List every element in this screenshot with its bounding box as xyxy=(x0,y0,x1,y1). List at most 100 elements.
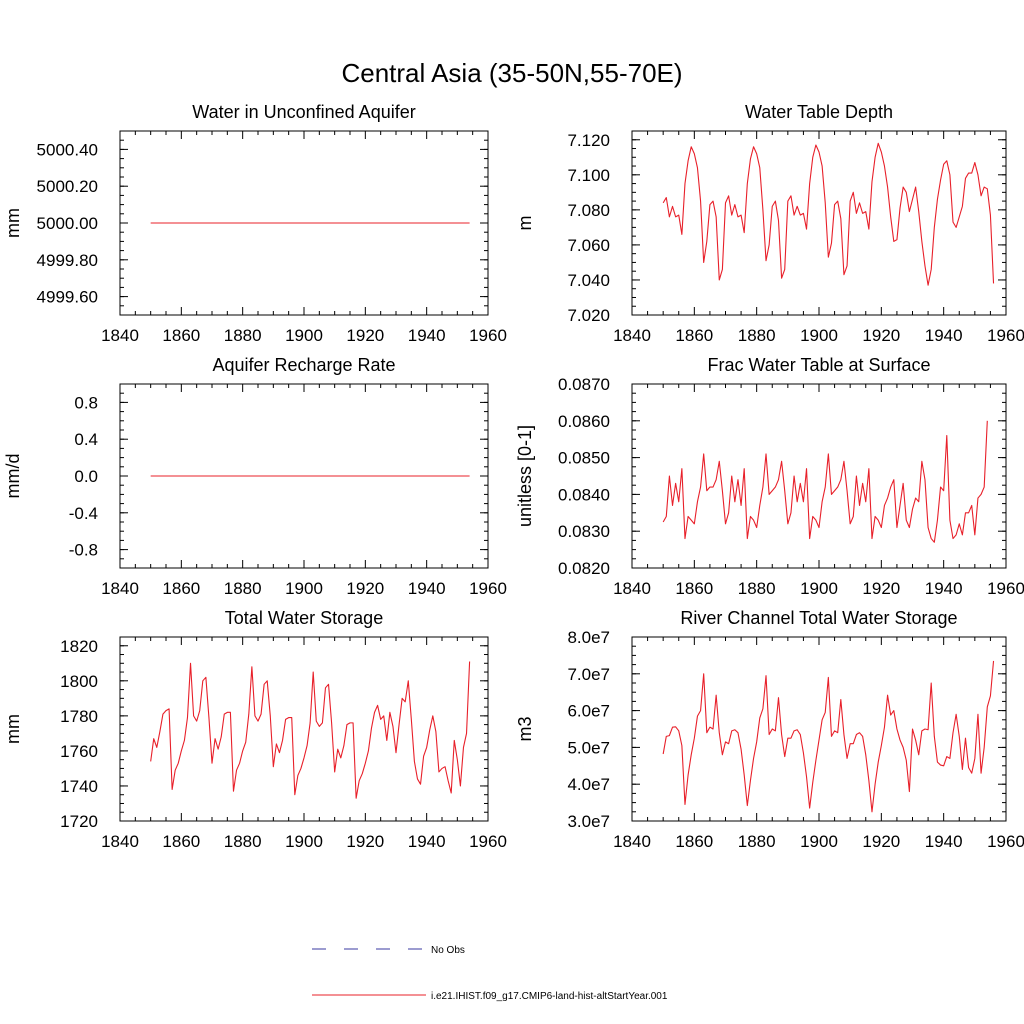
x-tick-label: 1860 xyxy=(675,326,713,345)
y-tick-label: 5000.20 xyxy=(37,177,98,196)
panel-title: Frac Water Table at Surface xyxy=(707,355,930,375)
x-tick-label: 1840 xyxy=(613,832,651,851)
x-tick-label: 1840 xyxy=(101,579,139,598)
x-tick-label: 1960 xyxy=(469,832,507,851)
x-tick-label: 1860 xyxy=(162,832,200,851)
x-tick-label: 1920 xyxy=(862,579,900,598)
x-tick-label: 1900 xyxy=(800,579,838,598)
x-tick-label: 1960 xyxy=(469,326,507,345)
y-tick-label: 1800 xyxy=(60,672,98,691)
plot-frame xyxy=(119,636,489,822)
plot-frame xyxy=(631,383,1007,569)
x-tick-label: 1940 xyxy=(925,832,963,851)
y-tick-label: 4999.80 xyxy=(37,251,98,270)
plot-frame xyxy=(631,636,1007,822)
y-tick-label: 7.060 xyxy=(567,236,610,255)
x-tick-label: 1900 xyxy=(285,832,323,851)
y-tick-label: 1720 xyxy=(60,812,98,831)
y-tick-label: 7.020 xyxy=(567,306,610,325)
y-tick-label: 0.0860 xyxy=(558,412,610,431)
y-tick-label: 1820 xyxy=(60,637,98,656)
y-tick-label: 7.040 xyxy=(567,271,610,290)
y-axis-label: unitless [0-1] xyxy=(515,425,535,527)
x-tick-label: 1860 xyxy=(162,579,200,598)
panel-title: Total Water Storage xyxy=(225,608,383,628)
x-tick-label: 1940 xyxy=(408,326,446,345)
y-tick-label: 4.0e7 xyxy=(567,775,610,794)
y-tick-label: 7.120 xyxy=(567,131,610,150)
figure-title: Central Asia (35-50N,55-70E) xyxy=(341,58,682,88)
x-tick-label: 1960 xyxy=(987,326,1024,345)
y-tick-label: 3.0e7 xyxy=(567,812,610,831)
x-tick-label: 1940 xyxy=(408,832,446,851)
y-tick-label: 0.0830 xyxy=(558,522,610,541)
y-tick-label: 1780 xyxy=(60,707,98,726)
y-tick-label: 6.0e7 xyxy=(567,702,610,721)
x-tick-label: 1880 xyxy=(738,326,776,345)
x-tick-label: 1960 xyxy=(987,832,1024,851)
x-tick-label: 1880 xyxy=(738,579,776,598)
series-line xyxy=(150,661,471,799)
panel-title: Water Table Depth xyxy=(745,102,893,122)
panel-3: Aquifer Recharge Rate 1840 1860 1880 1900 192… xyxy=(3,355,507,598)
x-tick-label: 1940 xyxy=(925,326,963,345)
x-tick-label: 1900 xyxy=(800,832,838,851)
x-tick-label: 1900 xyxy=(285,326,323,345)
y-tick-label: 1740 xyxy=(60,777,98,796)
y-tick-label: 5000.40 xyxy=(37,140,98,159)
panel-title: River Channel Total Water Storage xyxy=(680,608,957,628)
x-tick-label: 1900 xyxy=(285,579,323,598)
x-tick-label: 1940 xyxy=(925,579,963,598)
panel-6: River Channel Total Water Storage 1840 186… xyxy=(515,608,1024,851)
panel-2: Water Table Depth 1840 1860 1880 1900 1920 194… xyxy=(515,102,1024,345)
y-tick-label: 7.080 xyxy=(567,201,610,220)
legend: No Obs i.e21.IHIST.f09_g17.CMIP6-land-hi… xyxy=(312,945,668,1002)
x-tick-label: 1920 xyxy=(346,326,384,345)
y-tick-label: 0.0850 xyxy=(558,449,610,468)
legend-label-model: i.e21.IHIST.f09_g17.CMIP6-land-hist-altS… xyxy=(431,991,668,1002)
y-tick-label: 5.0e7 xyxy=(567,738,610,757)
x-tick-label: 1860 xyxy=(162,326,200,345)
x-tick-label: 1840 xyxy=(101,326,139,345)
y-axis-label: m3 xyxy=(515,716,535,741)
panel-title: Aquifer Recharge Rate xyxy=(212,355,395,375)
y-axis-label: mm/d xyxy=(3,454,23,499)
y-axis-label: mm xyxy=(3,208,23,238)
y-tick-label: 0.4 xyxy=(74,430,98,449)
x-tick-label: 1960 xyxy=(987,579,1024,598)
y-tick-label: 5000.00 xyxy=(37,214,98,233)
y-tick-label: -0.8 xyxy=(69,541,98,560)
x-tick-label: 1920 xyxy=(346,832,384,851)
x-tick-label: 1880 xyxy=(224,832,262,851)
panel-4: Frac Water Table at Surface 1840 1860 1880 1… xyxy=(515,355,1024,598)
x-tick-label: 1920 xyxy=(862,832,900,851)
x-tick-label: 1860 xyxy=(675,832,713,851)
y-tick-label: 1760 xyxy=(60,742,98,761)
x-tick-label: 1880 xyxy=(738,832,776,851)
y-tick-label: 0.0 xyxy=(74,467,98,486)
x-tick-label: 1920 xyxy=(862,326,900,345)
y-tick-label: 4999.60 xyxy=(37,288,98,307)
panel-title: Water in Unconfined Aquifer xyxy=(192,102,415,122)
y-tick-label: 8.0e7 xyxy=(567,628,610,647)
x-tick-label: 1880 xyxy=(224,326,262,345)
x-tick-label: 1940 xyxy=(408,579,446,598)
y-tick-label: 0.0840 xyxy=(558,485,610,504)
legend-label-no-obs: No Obs xyxy=(431,945,465,956)
y-axis-label: mm xyxy=(3,714,23,744)
y-tick-label: -0.4 xyxy=(69,504,98,523)
x-tick-label: 1860 xyxy=(675,579,713,598)
y-tick-label: 0.0870 xyxy=(558,375,610,394)
x-tick-label: 1920 xyxy=(346,579,384,598)
x-tick-label: 1880 xyxy=(224,579,262,598)
x-tick-label: 1840 xyxy=(613,579,651,598)
x-tick-label: 1960 xyxy=(469,579,507,598)
y-tick-label: 7.0e7 xyxy=(567,665,610,684)
series-line xyxy=(662,660,995,813)
panel-5: Total Water Storage 1840 1860 1880 1900 1920 1… xyxy=(3,608,507,851)
panel-1: Water in Unconfined Aquifer 1840 1860 1880 1… xyxy=(3,102,507,345)
y-tick-label: 7.100 xyxy=(567,166,610,185)
series-line xyxy=(662,420,988,543)
x-tick-label: 1840 xyxy=(613,326,651,345)
